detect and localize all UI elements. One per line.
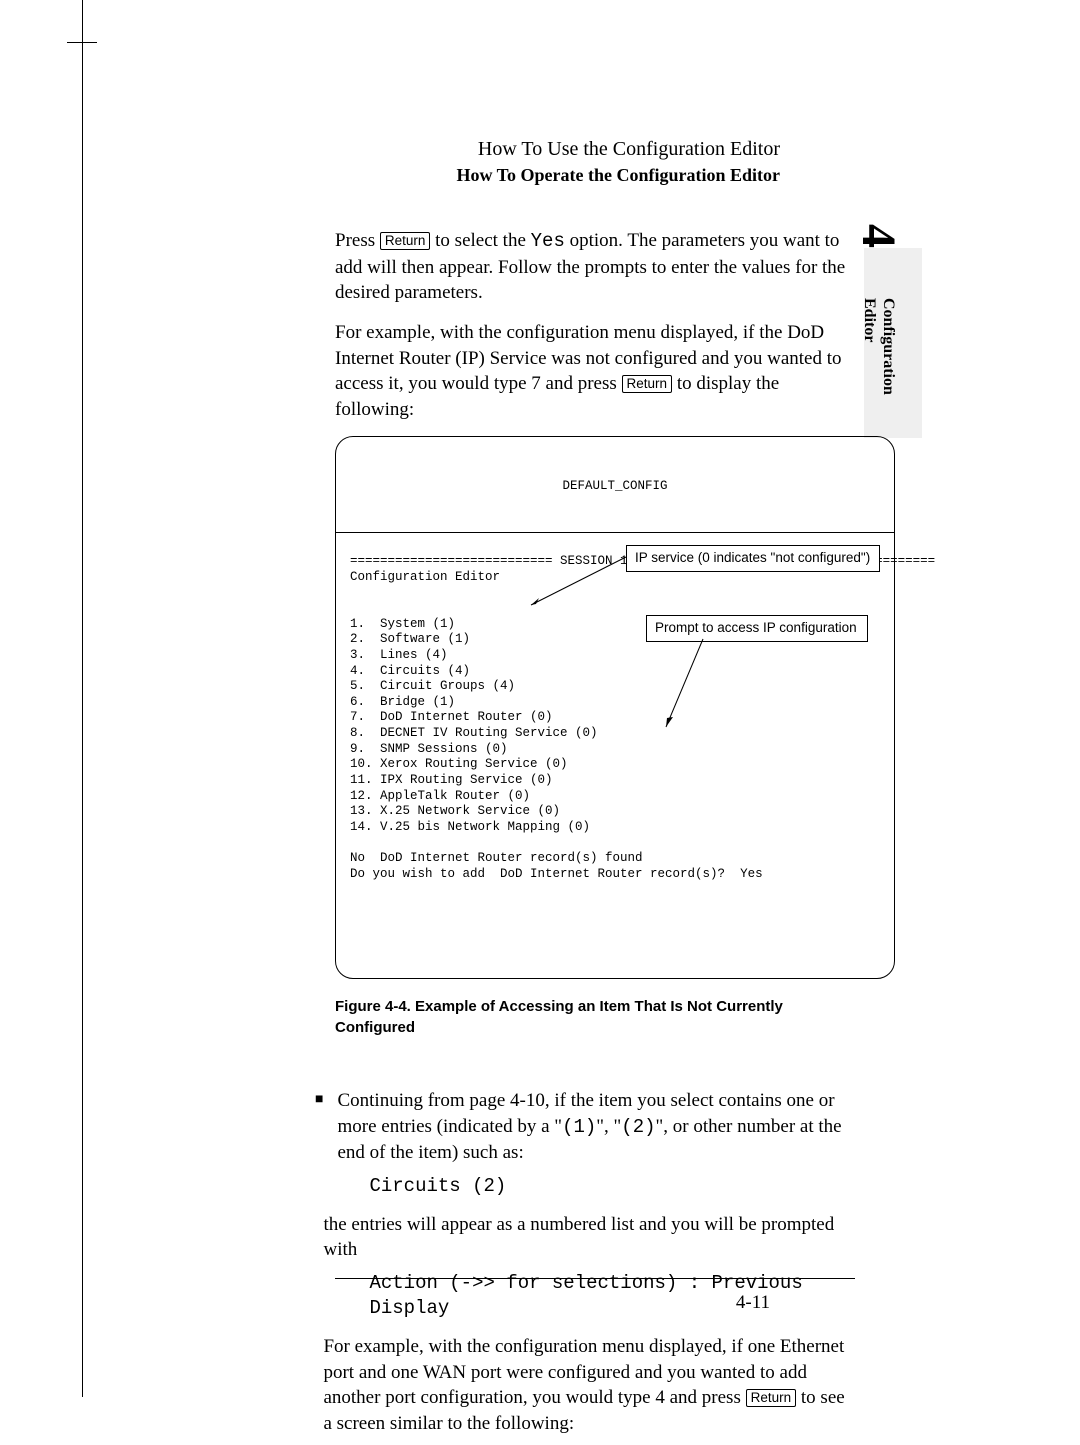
screen-line: 6. Bridge (1)	[350, 695, 455, 709]
screen-line: 10. Xerox Routing Service (0)	[350, 757, 568, 771]
return-key-icon: Return	[746, 1389, 797, 1407]
callout-prompt: Prompt to access IP configuration	[646, 615, 868, 641]
screen-line: 1. System (1)	[350, 617, 455, 631]
screen-line: 7. DoD Internet Router (0)	[350, 710, 553, 724]
screen-line: 12. AppleTalk Router (0)	[350, 789, 530, 803]
return-key-icon: Return	[380, 232, 431, 250]
screen-footer-1: No DoD Internet Router record(s) found	[350, 851, 643, 865]
callout-ip-service: IP service (0 indicates "not configured"…	[626, 545, 880, 571]
paragraph-2: For example, with the configuration menu…	[335, 320, 855, 423]
screen-title: DEFAULT_CONFIG	[350, 479, 880, 495]
figure-caption: Figure 4-4. Example of Accessing an Item…	[335, 997, 855, 1038]
bullet-list: ■ Continuing from page 4-10, if the item…	[315, 1088, 855, 1437]
running-head-subtitle: How To Operate the Configuration Editor	[83, 165, 780, 186]
chapter-side-tab: 4 Configuration Editor	[864, 228, 922, 438]
screen-line: 4. Circuits (4)	[350, 664, 470, 678]
screen-footer-2: Do you wish to add DoD Internet Router r…	[350, 867, 763, 881]
screen-line: 5. Circuit Groups (4)	[350, 679, 515, 693]
screen-line: 2. Software (1)	[350, 632, 470, 646]
footer-rule	[335, 1278, 855, 1279]
terminal-screenshot: DEFAULT_CONFIG =========================…	[335, 436, 895, 979]
paragraph-4: For example, with the configuration menu…	[323, 1334, 855, 1437]
return-key-icon: Return	[622, 375, 673, 393]
screen-line: 8. DECNET IV Routing Service (0)	[350, 726, 598, 740]
code-sample-circuits: Circuits (2)	[369, 1174, 855, 1200]
chapter-tab-text: Configuration Editor	[860, 298, 898, 395]
page-number: 4-11	[736, 1292, 770, 1314]
screen-line: 11. IPX Routing Service (0)	[350, 773, 553, 787]
chapter-number: 4	[851, 224, 906, 248]
running-head-title: How To Use the Configuration Editor	[83, 138, 780, 161]
paragraph-3: the entries will appear as a numbered li…	[323, 1212, 855, 1263]
screen-line: 9. SNMP Sessions (0)	[350, 742, 508, 756]
screen-line: 3. Lines (4)	[350, 648, 448, 662]
screen-line: 13. X.25 Network Service (0)	[350, 804, 560, 818]
screen-subtitle: Configuration Editor	[350, 570, 500, 584]
screen-line: 14. V.25 bis Network Mapping (0)	[350, 820, 590, 834]
bullet-paragraph: Continuing from page 4-10, if the item y…	[337, 1088, 855, 1166]
bullet-marker-icon: ■	[315, 1088, 323, 1437]
paragraph-1: Press Return to select the Yes option. T…	[335, 228, 855, 306]
